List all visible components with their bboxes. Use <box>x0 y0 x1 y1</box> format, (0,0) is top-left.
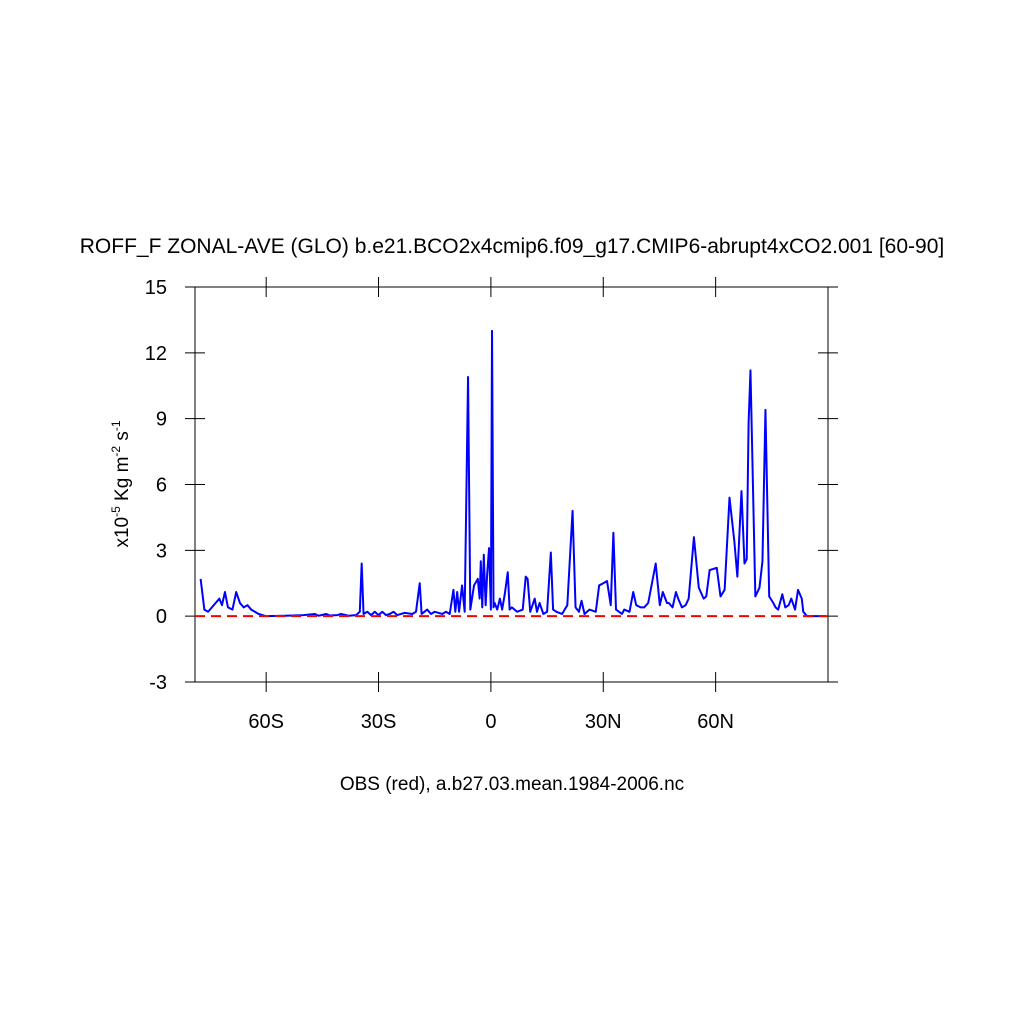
y-label-text: Kg m <box>112 457 133 507</box>
y-tick-label: -3 <box>149 672 167 694</box>
y-tick-label: 0 <box>156 606 167 628</box>
y-tick-label: 15 <box>145 277 167 299</box>
data-line <box>199 329 827 618</box>
x-tick-label: 30S <box>361 711 397 733</box>
x-tick-label: 60N <box>697 711 734 733</box>
x-tick-label: 60S <box>248 711 284 733</box>
y-label-superscript: -1 <box>109 420 123 431</box>
chart-subtitle: OBS (red), a.b27.03.mean.1984-2006.nc <box>340 774 684 795</box>
y-tick-label: 6 <box>156 475 167 497</box>
chart-title: ROFF_F ZONAL-AVE (GLO) b.e21.BCO2x4cmip6… <box>80 235 944 258</box>
y-label-superscript: -2 <box>109 446 123 457</box>
plot-frame <box>194 286 829 683</box>
y-label-text: x10 <box>112 517 133 548</box>
y-tick-label: 9 <box>156 409 167 431</box>
y-label-text: s <box>112 431 133 446</box>
y-axis-label: x10-5 Kg m-2 s-1 <box>109 420 133 547</box>
y-tick-label: 12 <box>145 343 167 365</box>
y-label-superscript: -5 <box>109 506 123 517</box>
y-tick-label: 3 <box>156 540 167 562</box>
x-tick-label: 0 <box>485 711 496 733</box>
x-tick-label: 30N <box>585 711 622 733</box>
